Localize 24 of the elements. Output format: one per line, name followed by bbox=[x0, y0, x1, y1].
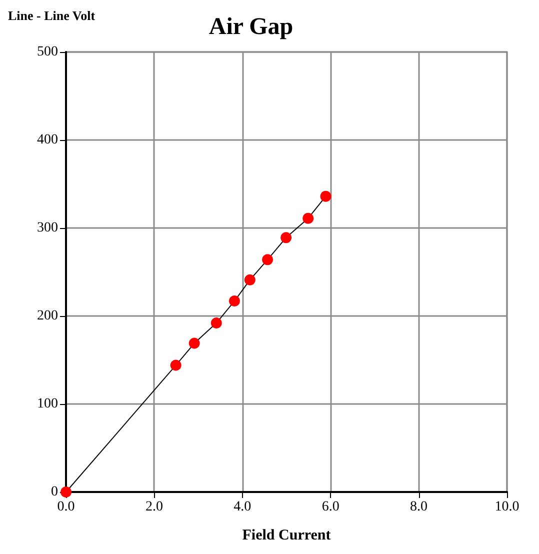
x-tick-label: 6.0 bbox=[322, 500, 340, 514]
x-tick-label: 10.0 bbox=[494, 500, 520, 514]
point bbox=[302, 212, 314, 224]
point bbox=[280, 232, 292, 244]
x-tick-label: 4.0 bbox=[234, 500, 252, 514]
y-tick-label: 300 bbox=[37, 220, 58, 236]
x-axis-title: Field Current bbox=[242, 528, 331, 544]
y-tick-label: 0 bbox=[51, 484, 58, 500]
point bbox=[210, 318, 222, 329]
chart-title: Air Gap bbox=[208, 14, 294, 40]
y-tick-label: 400 bbox=[37, 132, 58, 148]
point bbox=[320, 190, 332, 202]
x-tick-label: 0.0 bbox=[57, 500, 75, 514]
x-tick-label: 8.0 bbox=[410, 500, 428, 514]
y-tick-label: 100 bbox=[37, 396, 58, 412]
point bbox=[188, 338, 200, 349]
point bbox=[228, 296, 240, 307]
point bbox=[262, 254, 274, 266]
y-tick-label: 500 bbox=[37, 44, 58, 60]
y-tick-label: 200 bbox=[37, 308, 58, 324]
point bbox=[170, 360, 182, 371]
x-tick-label: 2.0 bbox=[145, 500, 163, 514]
point bbox=[244, 274, 256, 286]
y-axis-title: Line - Line Volt bbox=[8, 8, 96, 23]
